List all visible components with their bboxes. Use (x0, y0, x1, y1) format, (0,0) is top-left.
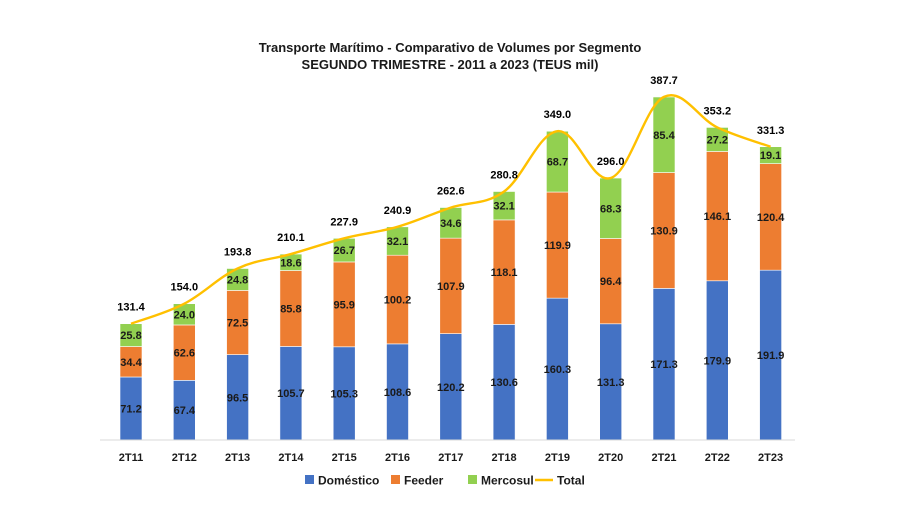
bars-layer: 71.2 34.4 25.8 67.4 62.6 24.0 96.5 72.5 24.8 105.… (119, 96, 785, 441)
chart-title: Transporte Marítimo - Comparativo de Vol… (259, 40, 642, 55)
data-label-mercosul-2T16: 32.1 (387, 236, 408, 248)
data-label-mercosul-2T15: 26.7 (333, 245, 354, 257)
legend: Doméstico Feeder Mercosul Total (305, 474, 585, 488)
legend-swatch-doméstico (305, 475, 314, 484)
data-label-mercosul-2T20: 68.3 (600, 203, 621, 215)
data-label-doméstico-2T15: 105.3 (330, 388, 358, 400)
data-label-doméstico-2T14: 105.7 (277, 388, 305, 400)
data-label-doméstico-2T19: 160.3 (544, 364, 572, 376)
x-tick-2T17: 2T17 (438, 452, 463, 464)
data-label-doméstico-2T22: 179.9 (704, 355, 732, 367)
x-tick-2T23: 2T23 (758, 452, 783, 464)
total-line-layer: 131.4 154.0 193.8 210.1 227.9 240.9 262.6 280.8… (117, 75, 785, 325)
total-label-2T11: 131.4 (117, 302, 145, 314)
data-label-mercosul-2T19: 68.7 (547, 157, 568, 169)
data-label-feeder-2T13: 72.5 (227, 318, 248, 330)
x-tick-2T18: 2T18 (492, 452, 517, 464)
data-label-mercosul-2T18: 32.1 (493, 201, 514, 213)
data-label-doméstico-2T12: 67.4 (174, 405, 196, 417)
data-label-feeder-2T18: 118.1 (491, 267, 518, 279)
legend-label-total: Total (557, 474, 585, 488)
data-label-feeder-2T14: 85.8 (280, 303, 301, 315)
data-label-doméstico-2T23: 191.9 (757, 350, 785, 362)
data-label-feeder-2T15: 95.9 (333, 299, 354, 311)
total-label-2T21: 387.7 (650, 75, 678, 87)
data-label-mercosul-2T17: 34.6 (440, 218, 461, 230)
x-tick-2T13: 2T13 (225, 452, 250, 464)
total-label-2T22: 353.2 (704, 105, 732, 117)
legend-label-doméstico: Doméstico (318, 474, 379, 488)
data-label-doméstico-2T20: 131.3 (597, 377, 625, 389)
x-tick-2T20: 2T20 (598, 452, 623, 464)
total-label-2T23: 331.3 (757, 125, 785, 137)
data-label-doméstico-2T21: 171.3 (650, 359, 678, 371)
total-label-2T14: 210.1 (277, 232, 305, 244)
total-label-2T15: 227.9 (330, 216, 358, 228)
total-label-2T17: 262.6 (437, 186, 465, 198)
legend-swatch-feeder (391, 475, 400, 484)
legend-label-mercosul: Mercosul (481, 474, 534, 488)
data-label-feeder-2T20: 96.4 (600, 276, 622, 288)
total-label-2T20: 296.0 (597, 156, 625, 168)
data-label-doméstico-2T11: 71.2 (120, 403, 141, 415)
data-label-feeder-2T16: 100.2 (384, 295, 412, 307)
total-label-2T19: 349.0 (544, 109, 572, 121)
x-tick-2T22: 2T22 (705, 452, 730, 464)
data-label-mercosul-2T14: 18.6 (280, 257, 301, 269)
legend-swatch-mercosul (468, 475, 477, 484)
x-tick-2T21: 2T21 (651, 452, 676, 464)
data-label-mercosul-2T22: 27.2 (707, 134, 728, 146)
data-label-feeder-2T17: 107.9 (437, 281, 465, 293)
x-tick-labels: 2T11 2T12 2T13 2T14 2T15 2T16 2T17 2T18 2T19 2T20… (119, 452, 783, 464)
x-tick-2T16: 2T16 (385, 452, 410, 464)
data-label-doméstico-2T16: 108.6 (384, 387, 412, 399)
legend-label-feeder: Feeder (404, 474, 444, 488)
data-label-feeder-2T19: 119.9 (544, 240, 571, 252)
data-label-mercosul-2T13: 24.8 (227, 274, 248, 286)
data-label-feeder-2T23: 120.4 (757, 212, 785, 224)
x-tick-2T15: 2T15 (332, 452, 357, 464)
x-tick-2T19: 2T19 (545, 452, 570, 464)
data-label-mercosul-2T12: 24.0 (174, 309, 195, 321)
x-tick-2T11: 2T11 (119, 452, 143, 464)
data-label-feeder-2T22: 146.1 (704, 211, 732, 223)
data-label-doméstico-2T18: 130.6 (490, 377, 518, 389)
data-label-mercosul-2T23: 19.1 (760, 150, 781, 162)
data-label-mercosul-2T21: 85.4 (653, 130, 675, 142)
data-label-feeder-2T11: 34.4 (120, 357, 142, 369)
x-tick-2T12: 2T12 (172, 452, 197, 464)
data-label-doméstico-2T13: 96.5 (227, 392, 248, 404)
total-label-2T12: 154.0 (171, 282, 199, 294)
total-line (130, 94, 772, 325)
total-label-2T13: 193.8 (224, 246, 252, 258)
chart-subtitle: SEGUNDO TRIMESTRE - 2011 a 2023 (TEUS mi… (302, 57, 599, 72)
total-label-2T16: 240.9 (384, 205, 412, 217)
data-label-mercosul-2T11: 25.8 (120, 330, 141, 342)
data-label-feeder-2T21: 130.9 (650, 225, 678, 237)
total-label-2T18: 280.8 (490, 169, 518, 181)
data-label-feeder-2T12: 62.6 (174, 348, 195, 360)
data-label-doméstico-2T17: 120.2 (437, 382, 465, 394)
x-tick-2T14: 2T14 (278, 452, 304, 464)
